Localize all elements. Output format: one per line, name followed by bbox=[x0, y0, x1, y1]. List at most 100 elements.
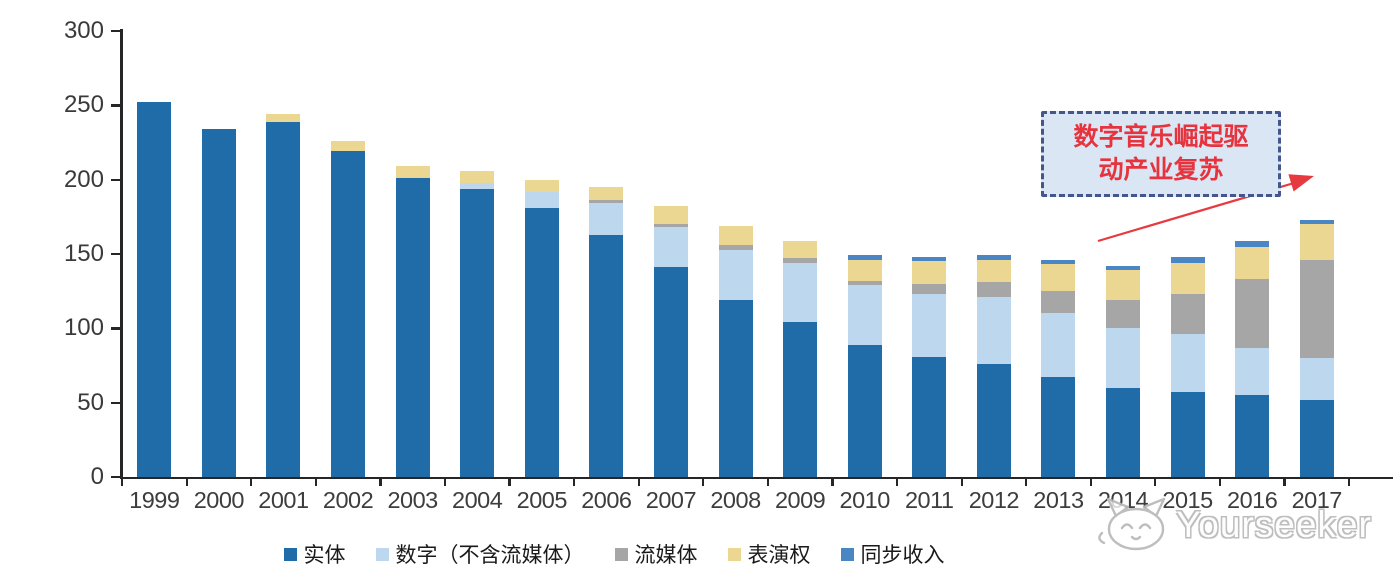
x-axis-tick bbox=[1348, 478, 1351, 486]
x-axis-label: 2011 bbox=[904, 487, 954, 513]
bar-segment-physical bbox=[912, 356, 947, 477]
y-axis-label: 300 bbox=[63, 17, 104, 44]
bar-segment-physical bbox=[783, 322, 818, 477]
x-axis-tick bbox=[1283, 478, 1286, 486]
y-axis-tick bbox=[111, 30, 121, 33]
watermark-text: Yourseeker bbox=[1176, 504, 1372, 545]
x-axis-tick bbox=[895, 478, 899, 486]
x-axis-label: 2007 bbox=[645, 487, 697, 513]
bar-segment-physical bbox=[718, 300, 753, 477]
legend-label: 流媒体 bbox=[634, 543, 698, 567]
bar-segment-digital-excl-streaming bbox=[912, 294, 947, 357]
x-axis-label: 2008 bbox=[710, 487, 761, 513]
bar-segment-streaming bbox=[1170, 294, 1205, 335]
legend-swatch-icon bbox=[614, 547, 628, 561]
x-axis-label: 2015 bbox=[1162, 487, 1213, 513]
bar-segment-digital-excl-streaming bbox=[524, 191, 559, 208]
x-axis-label: 2009 bbox=[774, 487, 826, 513]
x-axis-tick bbox=[573, 478, 576, 486]
bar-segment-sync-revenue bbox=[847, 255, 882, 260]
legend-swatch-icon bbox=[727, 547, 741, 561]
bar-segment-streaming bbox=[1235, 279, 1270, 348]
x-axis-tick bbox=[960, 478, 963, 486]
bar-segment-physical bbox=[589, 234, 624, 477]
bar-segment-performance-rights bbox=[783, 240, 818, 259]
legend-swatch-icon bbox=[375, 547, 389, 561]
legend-swatch-icon bbox=[840, 547, 854, 561]
bar-segment-performance-rights bbox=[331, 141, 366, 152]
bar-segment-digital-excl-streaming bbox=[460, 182, 495, 189]
y-axis-tick bbox=[111, 327, 121, 330]
y-axis-tick bbox=[111, 476, 121, 479]
x-axis-tick bbox=[702, 478, 705, 486]
x-axis-label: 2006 bbox=[581, 487, 632, 513]
bar-segment-physical bbox=[847, 344, 882, 477]
bar-segment-performance-rights bbox=[718, 225, 753, 246]
x-axis-tick bbox=[185, 478, 188, 486]
bar-segment-performance-rights bbox=[524, 179, 559, 192]
bar-segment-physical bbox=[137, 102, 172, 477]
bar-segment-sync-revenue bbox=[976, 255, 1011, 260]
bar-segment-digital-excl-streaming bbox=[783, 262, 818, 323]
bar-segment-performance-rights bbox=[1235, 246, 1270, 280]
y-axis-label: 0 bbox=[90, 463, 104, 490]
bar-segment-performance-rights bbox=[976, 259, 1011, 283]
legend-item-sync-revenue: 同步收入 bbox=[840, 539, 945, 569]
bar-segment-physical bbox=[460, 188, 495, 477]
y-axis-label: 250 bbox=[63, 91, 104, 119]
bar-segment-physical bbox=[1041, 377, 1076, 477]
x-axis-line bbox=[120, 476, 1393, 479]
bar-segment-digital-excl-streaming bbox=[847, 285, 882, 345]
legend-item-digital-excl-streaming: 数字（不含流媒体） bbox=[375, 539, 585, 569]
bar-segment-performance-rights bbox=[847, 259, 882, 281]
x-axis-tick bbox=[1218, 478, 1222, 486]
y-axis-line bbox=[120, 29, 123, 478]
x-axis-tick bbox=[1154, 478, 1157, 486]
x-axis-tick bbox=[637, 478, 640, 486]
annotation-text-line2: 动产业复苏 bbox=[1098, 157, 1224, 184]
bar-segment-digital-excl-streaming bbox=[1299, 358, 1334, 400]
bar-segment-physical bbox=[653, 267, 688, 477]
bar-segment-physical bbox=[266, 121, 301, 477]
cat-face-icon bbox=[1098, 497, 1166, 551]
legend-label: 数字（不含流媒体） bbox=[395, 543, 585, 567]
y-axis-label: 150 bbox=[63, 240, 104, 267]
x-axis-tick bbox=[1025, 478, 1028, 486]
x-axis-tick bbox=[250, 478, 253, 486]
bar-segment-sync-revenue bbox=[1041, 259, 1076, 265]
watermark: Yourseeker bbox=[1094, 494, 1394, 556]
bar-segment-performance-rights bbox=[1105, 270, 1140, 301]
bar-segment-sync-revenue bbox=[1235, 240, 1270, 247]
x-axis-tick bbox=[766, 478, 769, 486]
bar-segment-performance-rights bbox=[589, 187, 624, 201]
y-axis-tick bbox=[111, 401, 121, 405]
bar-segment-streaming bbox=[589, 200, 624, 204]
y-axis-label: 50 bbox=[77, 388, 104, 416]
y-axis-label: 100 bbox=[63, 314, 104, 342]
bar-segment-streaming bbox=[783, 258, 818, 263]
legend-label: 实体 bbox=[303, 543, 346, 567]
bar-segment-streaming bbox=[976, 282, 1011, 298]
bar-segment-streaming bbox=[718, 245, 753, 250]
bar-segment-streaming bbox=[912, 283, 947, 295]
bar-segment-performance-rights bbox=[653, 206, 688, 225]
bar-segment-digital-excl-streaming bbox=[1170, 334, 1205, 393]
bar-segment-streaming bbox=[1105, 300, 1140, 329]
bar-segment-physical bbox=[1235, 395, 1270, 477]
x-axis-label: 2003 bbox=[387, 487, 438, 513]
x-axis-label: 2000 bbox=[193, 487, 245, 513]
bar-segment-performance-rights bbox=[1041, 264, 1076, 292]
bar-segment-performance-rights bbox=[460, 170, 495, 183]
bar-segment-digital-excl-streaming bbox=[718, 249, 753, 301]
bar-segment-digital-excl-streaming bbox=[1235, 347, 1270, 396]
y-axis-tick bbox=[111, 178, 121, 182]
x-axis-tick bbox=[379, 478, 382, 486]
x-axis-tick bbox=[443, 478, 447, 486]
bar-segment-physical bbox=[1105, 387, 1140, 477]
bar-segment-performance-rights bbox=[1299, 224, 1334, 260]
bar-segment-physical bbox=[395, 178, 430, 477]
bar-segment-performance-rights bbox=[1170, 262, 1205, 295]
bar-segment-performance-rights bbox=[395, 166, 430, 177]
x-axis-label: 2017 bbox=[1291, 487, 1343, 513]
bar-segment-physical bbox=[1299, 399, 1334, 477]
